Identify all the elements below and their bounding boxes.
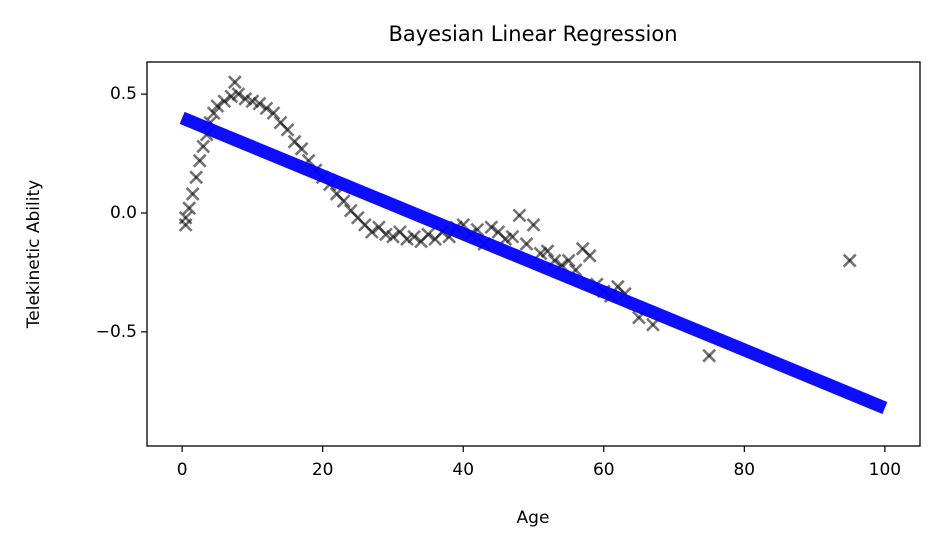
marker-stroke — [206, 106, 221, 121]
x-axis-label: Age — [517, 508, 550, 528]
scatter-point — [842, 253, 857, 268]
scatter-point — [217, 94, 232, 109]
x-tick-label: 60 — [593, 460, 615, 480]
scatter-point — [252, 96, 267, 111]
marker-stroke — [238, 91, 253, 106]
marker-stroke — [386, 229, 400, 244]
marker-stroke — [582, 248, 597, 263]
marker-stroke — [227, 75, 242, 90]
y-tick-label: 0.5 — [110, 84, 137, 104]
marker-stroke — [196, 139, 211, 154]
marker-stroke — [540, 244, 555, 258]
marker-stroke — [379, 227, 393, 242]
marker-stroke — [407, 229, 421, 244]
marker-stroke — [491, 225, 506, 239]
scatter-point — [582, 248, 597, 263]
marker-stroke — [505, 229, 520, 244]
scatter-point — [178, 217, 193, 232]
scatter-point — [512, 208, 527, 223]
marker-stroke — [343, 203, 358, 218]
marker-stroke — [336, 194, 351, 209]
regression-line — [179, 111, 888, 414]
marker-stroke — [393, 225, 407, 239]
scatter-point — [189, 170, 204, 185]
marker-stroke — [484, 220, 499, 235]
marker-stroke — [192, 153, 207, 168]
x-tick-label: 100 — [869, 460, 901, 480]
scatter-point — [185, 187, 200, 201]
marker-stroke — [512, 208, 527, 223]
scatter-point — [561, 253, 576, 268]
x-tick-label: 40 — [452, 460, 474, 480]
marker-stroke — [357, 217, 372, 232]
marker-stroke — [280, 122, 295, 137]
scatter-point — [505, 229, 520, 244]
scatter-point — [421, 227, 436, 242]
marker-stroke — [189, 170, 204, 185]
x-tick-label: 0 — [177, 460, 188, 480]
scatter-point — [182, 201, 197, 216]
marker-stroke — [526, 217, 541, 232]
scatter-point — [231, 87, 246, 102]
marker-stroke — [185, 187, 200, 201]
scatter-point — [266, 106, 281, 121]
marker-stroke — [421, 227, 436, 242]
marker-stroke — [575, 241, 590, 256]
scatter-point — [386, 229, 400, 244]
scatter-point — [484, 220, 499, 235]
scatter-point — [407, 229, 421, 244]
marker-stroke — [217, 94, 232, 109]
y-tick-label: −0.5 — [96, 322, 137, 342]
plot-frame — [146, 61, 921, 447]
marker-stroke — [210, 99, 225, 113]
marker-stroke — [259, 101, 274, 116]
y-axis-label: Telekinetic Ability — [24, 180, 44, 329]
scatter-point — [210, 99, 225, 113]
scatter-point — [519, 236, 534, 251]
scatter-point — [526, 217, 541, 232]
marker-stroke — [371, 220, 386, 235]
scatter-point — [540, 244, 555, 258]
scatter-point — [364, 225, 379, 239]
marker-stroke — [519, 236, 534, 251]
marker-stroke — [231, 87, 246, 102]
scatter-point — [702, 348, 717, 363]
marker-stroke — [252, 96, 267, 111]
scatter-point — [294, 141, 309, 156]
marker-stroke — [245, 94, 260, 109]
marker-stroke — [273, 115, 288, 130]
scatter-point — [259, 101, 274, 116]
x-tick-label: 20 — [312, 460, 334, 480]
scatter-point — [196, 139, 211, 154]
marker-stroke — [364, 225, 379, 239]
scatter-point — [192, 153, 207, 168]
scatter-point — [206, 106, 221, 121]
marker-stroke — [350, 210, 365, 225]
chart-title: Bayesian Linear Regression — [388, 22, 677, 46]
marker-stroke — [561, 253, 576, 268]
x-tick-label: 80 — [733, 460, 755, 480]
marker-stroke — [842, 253, 857, 268]
marker-stroke — [702, 348, 717, 363]
y-tick-label: 0.0 — [110, 203, 137, 223]
scatter-point — [227, 75, 242, 90]
marker-stroke — [266, 106, 281, 121]
marker-stroke — [287, 134, 302, 149]
scatter-point — [280, 122, 295, 137]
marker-stroke — [182, 201, 197, 216]
marker-stroke — [178, 217, 193, 232]
scatter-point — [336, 194, 351, 209]
marker-stroke — [294, 141, 309, 156]
